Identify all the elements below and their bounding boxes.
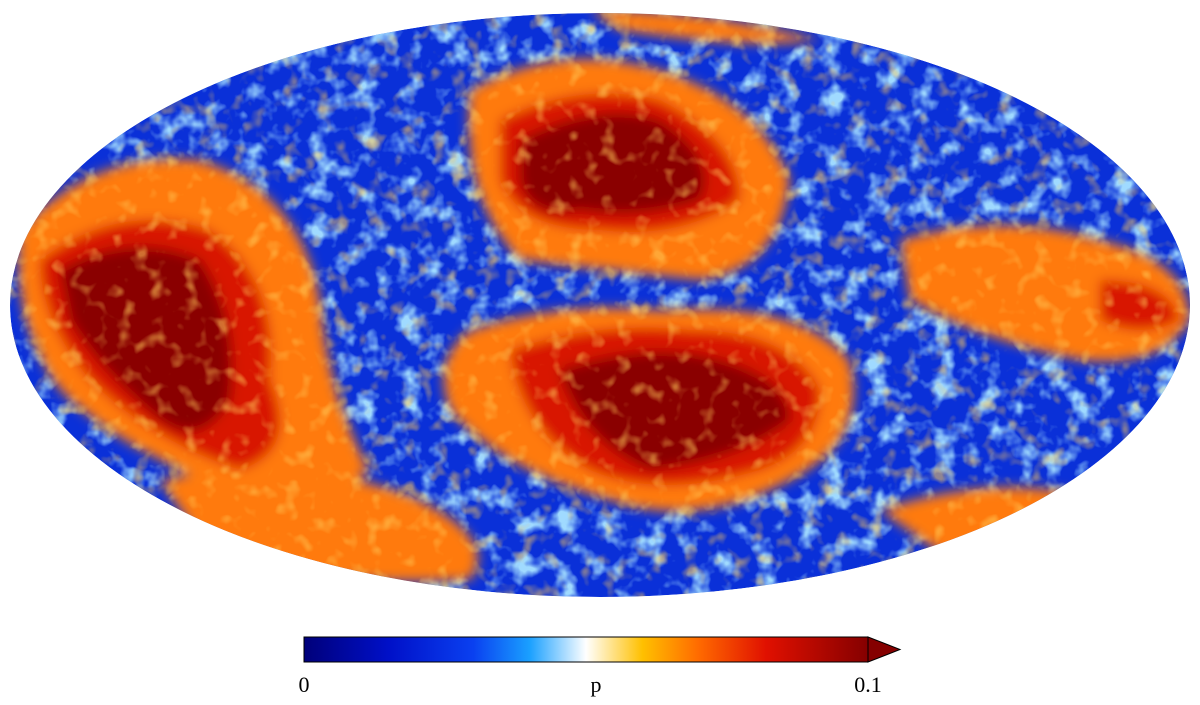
colorbar-extend-arrow	[867, 636, 902, 663]
colorbar-tick-label: 0.1	[854, 672, 882, 697]
colorbar-label: p	[591, 672, 602, 697]
colorbar-gradient	[303, 636, 869, 663]
colorbar: p 0 0.1	[299, 636, 902, 697]
sky-map	[10, 13, 1190, 597]
colorbar-tick-label: 0	[299, 672, 310, 697]
